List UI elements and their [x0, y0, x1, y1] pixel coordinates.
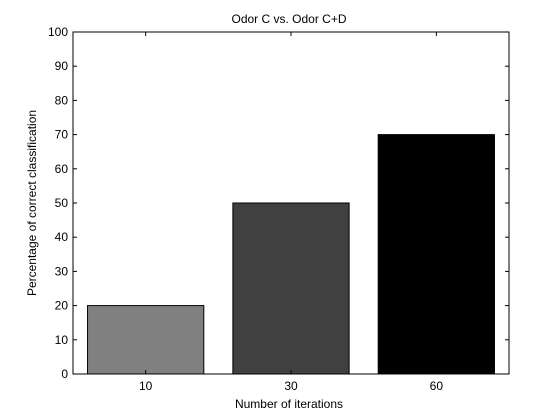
y-axis-ticks: 0 10 20 30 40 50 60 70 80 90 100	[48, 25, 509, 381]
x-axis-ticks: 10 30 60	[139, 32, 443, 393]
bar-30	[232, 202, 350, 375]
chart-title: Odor C vs. Odor C+D	[231, 12, 346, 26]
y-tick-label: 0	[61, 367, 68, 381]
y-tick-label: 70	[55, 128, 69, 142]
y-axis-label: Percentage of correct classification	[25, 110, 39, 296]
bars-group	[87, 134, 495, 375]
y-tick-label: 90	[55, 59, 69, 73]
y-tick-label: 30	[55, 264, 69, 278]
y-tick-label: 100	[48, 25, 68, 39]
x-tick-label: 30	[284, 379, 298, 393]
y-tick-label: 60	[55, 162, 69, 176]
y-tick-label: 10	[55, 333, 69, 347]
bar-10	[87, 305, 205, 375]
x-tick-label: 60	[430, 379, 444, 393]
y-tick-label: 40	[55, 230, 69, 244]
bar-60	[377, 134, 495, 375]
y-tick-label: 20	[55, 299, 69, 313]
y-tick-label: 80	[55, 93, 69, 107]
y-tick-label: 50	[55, 196, 69, 210]
x-tick-label: 10	[139, 379, 153, 393]
x-axis-label: Number of iterations	[235, 397, 343, 411]
